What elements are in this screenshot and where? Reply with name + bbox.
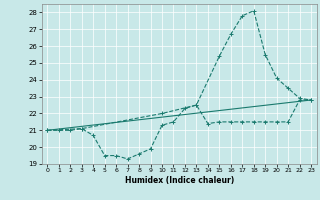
X-axis label: Humidex (Indice chaleur): Humidex (Indice chaleur)	[124, 176, 234, 185]
